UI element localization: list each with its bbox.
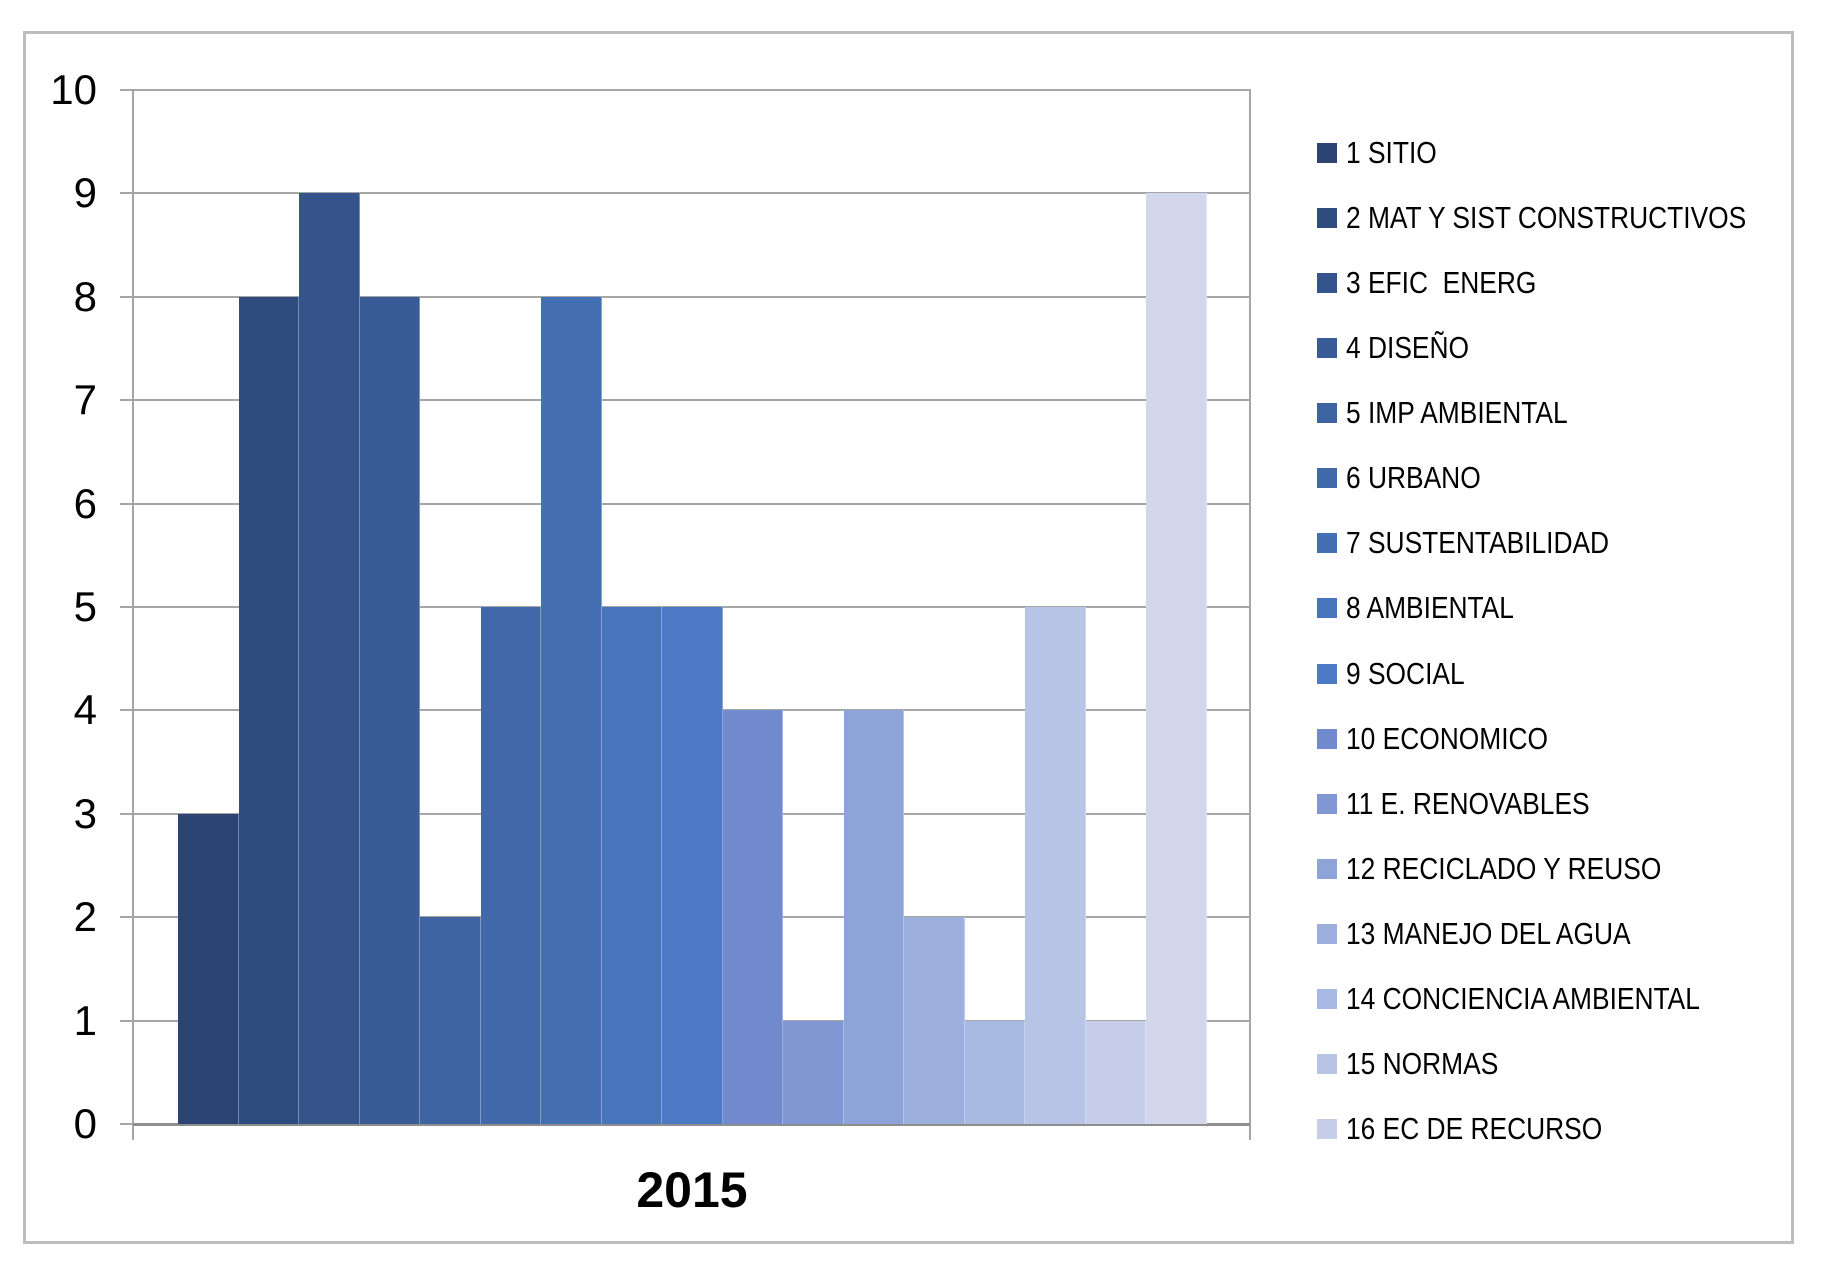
legend-swatch <box>1317 988 1337 1009</box>
y-tick-mark <box>120 192 133 195</box>
legend-swatch <box>1317 728 1337 749</box>
legend-item: 13 MANEJO DEL AGUA <box>1317 915 1681 951</box>
legend-label: 2 MAT Y SIST CONSTRUCTIVOS <box>1346 200 1747 236</box>
bar-4 <box>359 296 420 1124</box>
legend-swatch <box>1317 468 1337 489</box>
legend-label: 5 IMP AMBIENTAL <box>1346 395 1568 431</box>
y-tick-label: 3 <box>73 789 97 837</box>
y-tick-mark <box>120 812 133 815</box>
y-tick-mark <box>120 916 133 919</box>
gridline <box>133 295 1250 298</box>
legend-label: 7 SUSTENTABILIDAD <box>1346 525 1610 561</box>
legend-swatch <box>1317 793 1337 814</box>
bar-3 <box>299 193 360 1124</box>
bar-5 <box>420 917 481 1124</box>
legend-label: 1 SITIO <box>1346 135 1437 170</box>
y-tick-mark <box>120 502 133 505</box>
bar-15 <box>1025 607 1086 1124</box>
gridline <box>133 399 1250 402</box>
legend-item: 4 DISEÑO <box>1317 330 1491 366</box>
legend-label: 8 AMBIENTAL <box>1346 590 1514 626</box>
legend-label: 15 NORMAS <box>1346 1045 1499 1081</box>
y-tick-label: 6 <box>73 479 97 527</box>
bar-13 <box>904 917 965 1124</box>
x-axis-line <box>133 1123 1250 1126</box>
legend-swatch <box>1317 1053 1337 1074</box>
legend-label: 13 MANEJO DEL AGUA <box>1346 915 1631 951</box>
legend-item: 6 URBANO <box>1317 460 1504 496</box>
legend-item: 14 CONCIENCIA AMBIENTAL <box>1317 980 1762 1016</box>
legend-item: 15 NORMAS <box>1317 1045 1525 1081</box>
y-tick-mark <box>120 1123 133 1125</box>
y-tick-label: 4 <box>73 686 97 734</box>
bar-2 <box>238 296 299 1124</box>
bar-6 <box>480 607 541 1124</box>
y-tick-label: 8 <box>73 272 97 320</box>
x-axis-label: 2015 <box>636 1162 748 1218</box>
legend-label: 9 SOCIAL <box>1346 655 1465 691</box>
bar-12 <box>843 710 904 1124</box>
gridline <box>133 192 1250 195</box>
legend-label: 14 CONCIENCIA AMBIENTAL <box>1346 980 1700 1016</box>
y-tick-mark <box>120 1019 133 1022</box>
legend-swatch <box>1317 273 1337 294</box>
legend-swatch <box>1317 533 1337 554</box>
legend-item: 10 ECONOMICO <box>1317 720 1584 756</box>
legend-label: 6 URBANO <box>1346 460 1481 496</box>
legend-item: 2 MAT Y SIST CONSTRUCTIVOS <box>1317 200 1817 236</box>
bar-10 <box>722 710 783 1124</box>
legend-item: 1 SITIO <box>1317 135 1453 170</box>
legend-item: 5 IMP AMBIENTAL <box>1317 395 1607 431</box>
bar-7 <box>541 296 602 1124</box>
legend-label: 11 E. RENOVABLES <box>1346 785 1590 821</box>
y-tick-mark <box>120 89 133 91</box>
legend-label: 12 RECICLADO Y REUSO <box>1346 850 1662 886</box>
legend-swatch <box>1317 208 1337 229</box>
gridline <box>133 89 1250 91</box>
y-tick-label: 5 <box>73 583 97 630</box>
legend-item: 9 SOCIAL <box>1317 655 1486 691</box>
y-tick-mark <box>120 295 133 298</box>
legend-label: 10 ECONOMICO <box>1346 720 1549 756</box>
y-tick-mark <box>120 399 133 402</box>
legend-label: 4 DISEÑO <box>1346 330 1470 366</box>
legend-swatch <box>1317 923 1337 944</box>
y-tick-label: 7 <box>73 376 97 424</box>
bar-16 <box>1085 1020 1146 1124</box>
y-tick-label: 2 <box>73 893 97 941</box>
legend-swatch <box>1317 403 1337 424</box>
legend-item: 7 SUSTENTABILIDAD <box>1317 525 1656 561</box>
y-tick-mark <box>120 709 133 712</box>
legend-swatch <box>1317 598 1337 619</box>
bar-11 <box>783 1020 844 1124</box>
legend-item: 8 AMBIENTAL <box>1317 590 1544 626</box>
bar-17 <box>1146 193 1207 1124</box>
y-tick-label: 0 <box>73 1100 97 1147</box>
legend-swatch <box>1317 1119 1337 1140</box>
legend-swatch <box>1317 338 1337 359</box>
plot-right-border <box>1249 89 1251 1140</box>
legend-item: 3 EFIC ENERG <box>1317 265 1570 301</box>
y-tick-label: 10 <box>50 66 97 113</box>
bar-8 <box>601 607 662 1124</box>
legend-item: 11 E. RENOVABLES <box>1317 785 1633 821</box>
legend-swatch <box>1317 663 1337 684</box>
legend-label: 16 EC DE RECURSO <box>1346 1111 1603 1147</box>
y-tick-label: 9 <box>73 169 97 217</box>
y-tick-mark <box>120 606 133 608</box>
y-axis-line <box>132 89 134 1140</box>
y-tick-label: 1 <box>73 996 97 1044</box>
bar-1 <box>178 813 239 1124</box>
bar-14 <box>964 1020 1025 1124</box>
bar-9 <box>662 607 723 1124</box>
gridline <box>133 502 1250 505</box>
legend-swatch <box>1317 858 1337 879</box>
legend-item: 12 RECICLADO Y REUSO <box>1317 850 1717 886</box>
legend-label: 3 EFIC ENERG <box>1346 265 1537 301</box>
legend-item: 16 EC DE RECURSO <box>1317 1111 1647 1147</box>
legend-swatch <box>1317 143 1337 163</box>
